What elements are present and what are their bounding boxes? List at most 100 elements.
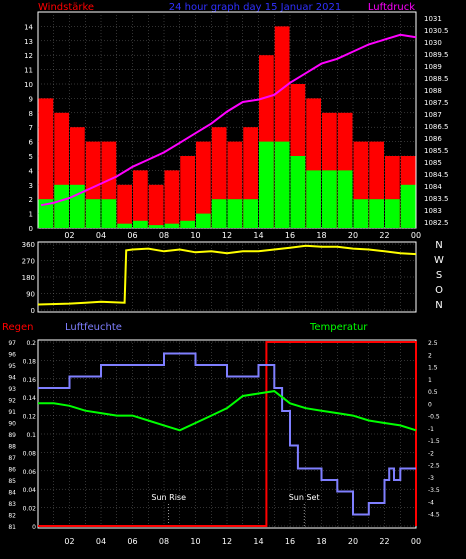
- climate-x-tick: 04: [96, 537, 106, 546]
- wind-average-bar: [101, 199, 117, 228]
- wind-average-bar: [243, 199, 258, 228]
- rain-line: [38, 341, 417, 527]
- wind-y-tick: 12: [24, 52, 33, 60]
- pressure-y-tick: 1086: [424, 135, 442, 143]
- rain-y-tick: 0.06: [23, 469, 37, 476]
- rain-y-tick: 0.04: [23, 487, 37, 494]
- direction-line: [37, 244, 417, 306]
- wind-average-bar: [85, 199, 101, 228]
- compass-label: N: [435, 300, 442, 311]
- rain-y-tick: 0.2: [26, 340, 36, 347]
- wind-y-tick: 13: [24, 38, 33, 46]
- wind-gust-bar: [180, 156, 195, 228]
- pressure-y-tick: 1085: [424, 159, 442, 167]
- pressure-y-tick: 1089: [424, 63, 442, 71]
- climate-x-tick: 22: [379, 537, 389, 546]
- rain-y-tick: 0.14: [23, 395, 37, 402]
- wind-average-bar: [196, 213, 211, 228]
- temperature-y-tick: -4.5: [428, 512, 440, 519]
- wind-y-tick: 7: [29, 124, 33, 132]
- wind-x-tick: 18: [316, 231, 326, 240]
- humidity-y-tick: 83: [8, 501, 16, 508]
- climate-x-tick: 10: [190, 537, 200, 546]
- wind-x-tick: 16: [285, 231, 295, 240]
- temperature-y-tick: 0.5: [428, 389, 438, 396]
- temperature-y-tick: -3.5: [428, 487, 440, 494]
- wind-average-bar: [259, 141, 274, 228]
- climate-x-tick: 00: [411, 537, 421, 546]
- header-pressure-label: Luftdruck: [368, 2, 415, 13]
- humidity-y-tick: 91: [8, 409, 16, 416]
- wind-x-tick: 10: [190, 231, 200, 240]
- temperature-y-tick: -1: [428, 426, 434, 433]
- wind-average-bar: [385, 199, 400, 228]
- wind-average-bar: [211, 199, 227, 228]
- wind-x-tick: 12: [222, 231, 232, 240]
- wind-y-tick: 5: [29, 153, 33, 161]
- climate-x-tick: 08: [159, 537, 169, 546]
- sun-annotation-label: Sun Rise: [151, 493, 186, 502]
- rain-y-tick: 0.16: [23, 377, 37, 384]
- wind-y-tick: 10: [24, 81, 33, 89]
- chart-title: 24 hour graph day 15 Januar 2021: [169, 2, 342, 13]
- wind-y-tick: 9: [29, 95, 33, 103]
- climate-x-tick: 18: [316, 537, 326, 546]
- compass-label: W: [434, 255, 444, 266]
- pressure-y-tick: 1087: [424, 111, 442, 119]
- pressure-y-tick: 1086.5: [424, 123, 449, 131]
- wind-average-bar: [274, 141, 290, 228]
- humidity-y-tick: 92: [8, 398, 16, 405]
- pressure-y-tick: 1031: [424, 15, 442, 23]
- pressure-y-tick: 1084: [424, 183, 442, 191]
- humidity-y-tick: 93: [8, 386, 16, 393]
- temperature-y-tick: -2.5: [428, 463, 440, 470]
- wind-x-tick: 20: [348, 231, 358, 240]
- wind-x-tick: 02: [64, 231, 74, 240]
- rain-y-tick: 0.18: [23, 358, 37, 365]
- climate-x-tick: 20: [348, 537, 358, 546]
- pressure-y-tick: 1088.5: [424, 75, 449, 83]
- humidity-y-tick: 90: [8, 421, 16, 428]
- wind-x-tick: 06: [127, 231, 137, 240]
- direction-y-tick: 270: [22, 258, 35, 266]
- rain-y-tick: 0.1: [26, 432, 36, 439]
- wind-average-bar: [290, 156, 306, 228]
- wind-x-tick: 04: [96, 231, 106, 240]
- direction-y-tick: 0: [31, 307, 35, 315]
- wind-average-bar: [337, 170, 353, 228]
- temperature-y-tick: 2: [428, 352, 432, 359]
- temperature-line: [38, 390, 417, 432]
- wind-gust-bar: [38, 98, 54, 229]
- pressure-y-tick: 1084.5: [424, 171, 449, 179]
- wind-x-tick: 22: [379, 231, 389, 240]
- pressure-line: [40, 33, 417, 207]
- humidity-line: [38, 352, 416, 516]
- rain-y-tick: 0.08: [23, 450, 37, 457]
- direction-y-tick: 360: [22, 241, 35, 249]
- temperature-y-tick: -4: [428, 499, 434, 506]
- wind-average-bar: [133, 220, 148, 228]
- humidity-y-tick: 87: [8, 455, 16, 462]
- temperature-y-tick: 2.5: [428, 340, 438, 347]
- wind-average-bar: [54, 184, 69, 228]
- pressure-y-tick: 1030: [424, 39, 442, 47]
- wind-average-bar: [306, 170, 321, 228]
- pressure-y-tick: 1089.5: [424, 51, 449, 59]
- wind-average-bar: [180, 220, 195, 228]
- wind-average-bar: [227, 199, 243, 228]
- humidity-y-tick: 88: [8, 444, 16, 451]
- humidity-y-tick: 94: [8, 375, 16, 382]
- temperature-y-tick: -0.5: [428, 414, 440, 421]
- pressure-y-tick: 1083: [424, 207, 442, 215]
- pressure-y-tick: 1030.5: [424, 27, 449, 35]
- climate-x-tick: 14: [253, 537, 263, 546]
- pressure-y-tick: 1087.5: [424, 99, 449, 107]
- temperature-y-tick: 1: [428, 377, 432, 384]
- wind-average-bar: [38, 199, 54, 228]
- temperature-y-tick: -1.5: [428, 438, 440, 445]
- wind-average-bar: [117, 223, 132, 228]
- sun-annotation-label: Sun Set: [289, 493, 320, 502]
- wind-gust-bar: [133, 170, 148, 228]
